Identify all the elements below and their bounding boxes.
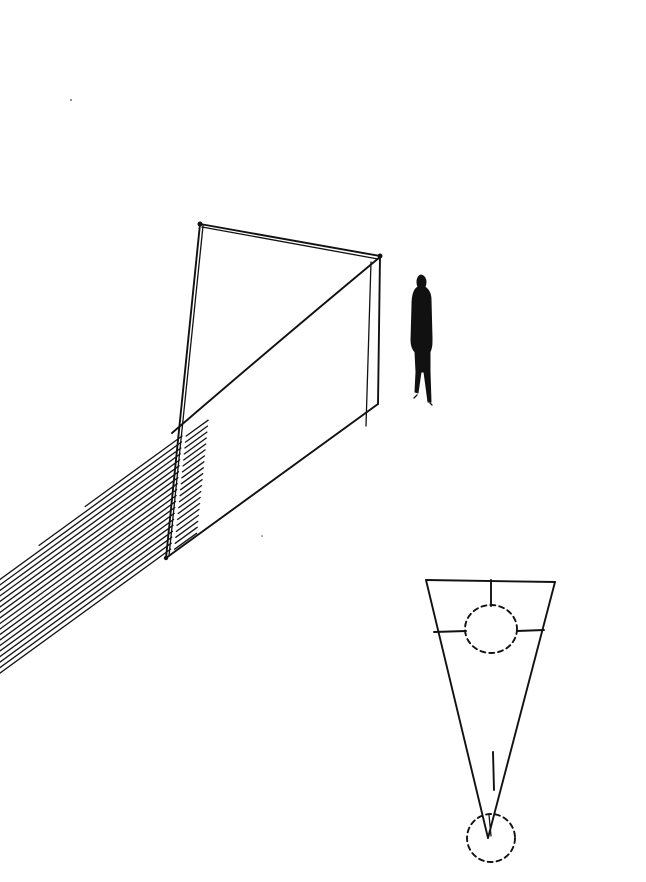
hatch-tick <box>176 508 200 527</box>
hatch-line <box>0 447 182 581</box>
hatch-tick <box>180 467 204 485</box>
hatch-tick <box>184 431 208 449</box>
dashed-circle-apex <box>466 813 516 863</box>
hatch-line <box>0 548 172 674</box>
hatch-line <box>0 518 175 647</box>
hatch-tick <box>183 443 207 461</box>
hatch-line <box>0 506 176 636</box>
hatch-line <box>84 435 183 508</box>
hatch-line <box>0 542 172 669</box>
hatch-line <box>0 512 175 641</box>
hatch-line <box>0 459 181 592</box>
hatch-line <box>0 488 178 619</box>
angled-wall-panel <box>163 221 383 561</box>
hatch-tick <box>175 514 200 533</box>
triangular-plan-view <box>425 579 556 839</box>
hatch-tick <box>184 425 209 443</box>
hatch-tick <box>181 455 206 473</box>
hatch-line <box>0 530 174 658</box>
hatch-line <box>0 471 180 603</box>
human-figure <box>410 274 433 406</box>
hatch-line <box>0 494 177 625</box>
hatch-tick <box>177 496 201 515</box>
stray-mark <box>70 99 72 101</box>
hatch-tick <box>178 490 202 509</box>
hatch-line <box>0 465 180 597</box>
hatch-line <box>38 441 183 547</box>
hatched-lower-portion <box>0 419 209 674</box>
hatch-tick <box>185 419 209 437</box>
hatch-line <box>0 477 179 608</box>
hatch-line <box>0 524 174 652</box>
stray-mark-2 <box>261 535 263 537</box>
hatch-line <box>0 536 173 663</box>
hatch-line <box>0 453 181 586</box>
hatch-tick <box>179 479 203 497</box>
hatch-line <box>0 500 177 630</box>
hatch-tick <box>183 437 207 455</box>
hatch-tick <box>181 461 205 479</box>
hatch-tick <box>174 526 198 544</box>
hatch-tick <box>175 520 199 538</box>
hatch-tick <box>176 502 201 521</box>
dashed-circle-center <box>464 604 518 654</box>
hatch-tick <box>178 484 203 503</box>
hatch-tick <box>180 473 204 491</box>
hatch-tick <box>182 449 206 467</box>
hatch-line <box>0 483 178 614</box>
hatch-tick <box>173 532 198 550</box>
